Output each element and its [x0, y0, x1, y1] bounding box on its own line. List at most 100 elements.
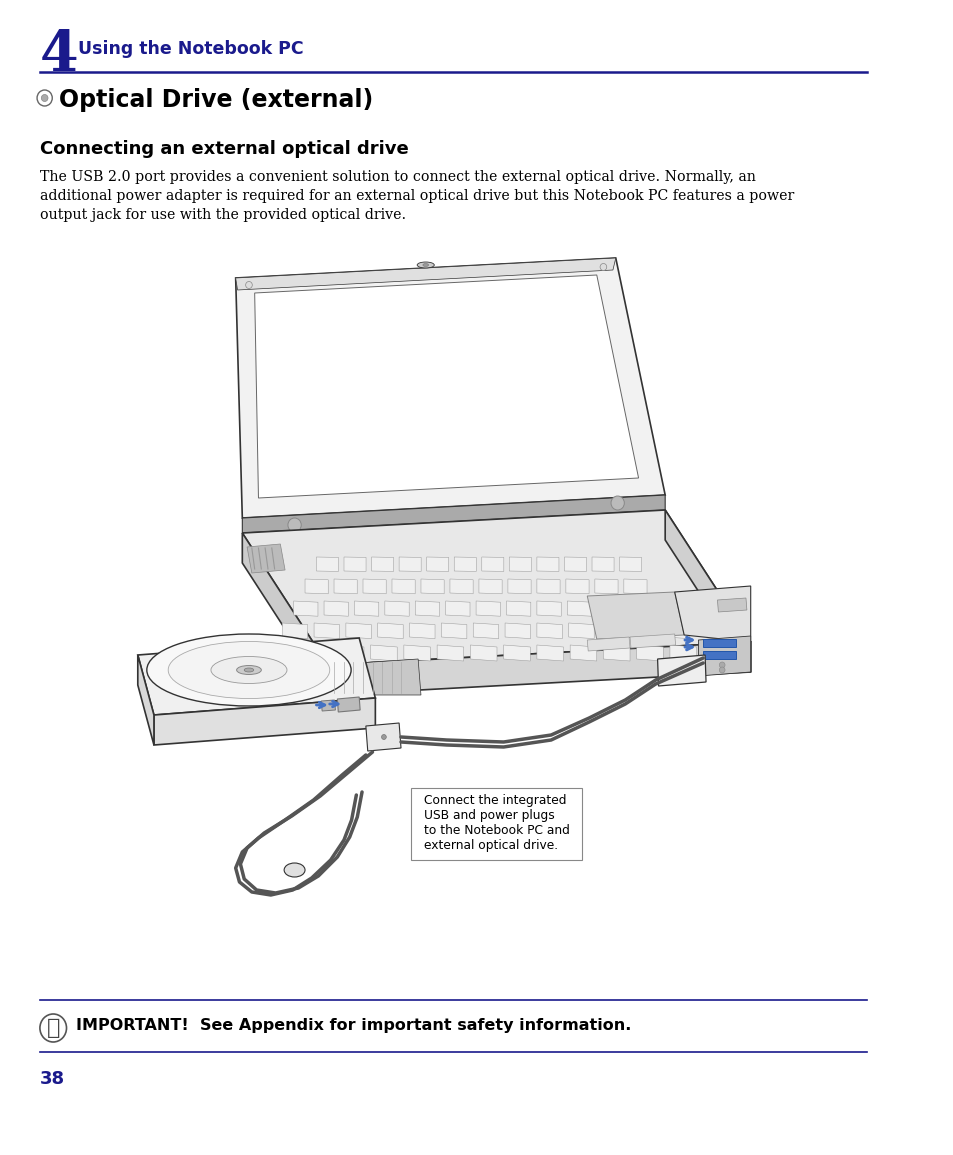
Polygon shape: [377, 623, 403, 639]
Polygon shape: [346, 623, 371, 639]
Polygon shape: [365, 723, 400, 751]
Ellipse shape: [422, 263, 428, 267]
Polygon shape: [370, 644, 396, 661]
FancyBboxPatch shape: [411, 788, 581, 860]
Ellipse shape: [147, 634, 351, 706]
Polygon shape: [337, 644, 363, 661]
Polygon shape: [321, 700, 335, 711]
Polygon shape: [242, 511, 750, 665]
Polygon shape: [473, 623, 498, 639]
Polygon shape: [603, 644, 629, 661]
Ellipse shape: [416, 262, 434, 268]
Polygon shape: [334, 579, 356, 594]
Polygon shape: [509, 557, 531, 572]
Ellipse shape: [284, 863, 305, 877]
Text: Optical Drive (external): Optical Drive (external): [59, 88, 373, 112]
Polygon shape: [664, 511, 750, 672]
Polygon shape: [627, 601, 652, 617]
Polygon shape: [454, 557, 476, 572]
Polygon shape: [504, 623, 530, 639]
Polygon shape: [598, 601, 621, 617]
Polygon shape: [570, 644, 597, 661]
Circle shape: [599, 263, 606, 270]
Text: Connecting an external optical drive: Connecting an external optical drive: [40, 140, 408, 158]
Polygon shape: [426, 557, 448, 572]
FancyBboxPatch shape: [702, 651, 736, 660]
Text: The USB 2.0 port provides a convenient solution to connect the external optical : The USB 2.0 port provides a convenient s…: [40, 170, 755, 184]
Polygon shape: [254, 275, 638, 498]
Polygon shape: [565, 579, 588, 594]
Polygon shape: [337, 696, 360, 711]
Polygon shape: [618, 557, 641, 572]
Polygon shape: [503, 644, 530, 661]
Polygon shape: [363, 579, 386, 594]
Polygon shape: [316, 557, 338, 572]
Polygon shape: [384, 601, 409, 617]
Polygon shape: [398, 557, 420, 572]
Polygon shape: [305, 579, 328, 594]
Polygon shape: [415, 601, 439, 617]
Polygon shape: [235, 258, 664, 517]
Circle shape: [41, 95, 48, 102]
Ellipse shape: [211, 656, 287, 684]
Ellipse shape: [236, 665, 261, 675]
Polygon shape: [663, 623, 689, 639]
Polygon shape: [537, 623, 561, 639]
Text: IMPORTANT!  See Appendix for important safety information.: IMPORTANT! See Appendix for important sa…: [76, 1018, 631, 1033]
Text: additional power adapter is required for an external optical drive but this Note: additional power adapter is required for…: [40, 189, 793, 203]
Polygon shape: [507, 579, 531, 594]
Polygon shape: [600, 623, 625, 639]
Circle shape: [245, 282, 252, 289]
Polygon shape: [328, 642, 750, 695]
Polygon shape: [409, 623, 435, 639]
Text: 38: 38: [40, 1070, 65, 1088]
Circle shape: [719, 666, 724, 673]
Polygon shape: [344, 557, 366, 572]
Polygon shape: [137, 638, 375, 715]
Text: Using the Notebook PC: Using the Notebook PC: [78, 40, 303, 58]
Polygon shape: [328, 660, 420, 695]
Polygon shape: [470, 644, 497, 661]
Polygon shape: [420, 579, 444, 594]
Polygon shape: [623, 579, 646, 594]
Polygon shape: [592, 557, 614, 572]
Polygon shape: [537, 557, 558, 572]
Polygon shape: [282, 623, 308, 639]
Polygon shape: [242, 532, 328, 695]
Polygon shape: [698, 636, 750, 676]
Polygon shape: [445, 601, 470, 617]
Polygon shape: [304, 644, 331, 661]
Text: Connect the integrated
USB and power plugs
to the Notebook PC and
external optic: Connect the integrated USB and power plu…: [423, 793, 569, 852]
Polygon shape: [537, 579, 559, 594]
Polygon shape: [153, 698, 375, 745]
Polygon shape: [658, 601, 682, 617]
Polygon shape: [537, 644, 563, 661]
Polygon shape: [324, 601, 348, 617]
Polygon shape: [481, 557, 503, 572]
Polygon shape: [371, 557, 394, 572]
Polygon shape: [567, 601, 591, 617]
Circle shape: [610, 495, 623, 511]
Polygon shape: [587, 593, 683, 639]
Polygon shape: [271, 644, 297, 661]
Polygon shape: [629, 634, 675, 648]
Ellipse shape: [244, 668, 253, 672]
Circle shape: [288, 517, 301, 532]
Text: 4: 4: [40, 28, 78, 83]
Circle shape: [719, 662, 724, 668]
Polygon shape: [247, 544, 285, 573]
Polygon shape: [632, 623, 658, 639]
Polygon shape: [587, 638, 629, 651]
Polygon shape: [392, 579, 415, 594]
Polygon shape: [403, 644, 430, 661]
Polygon shape: [636, 644, 662, 661]
Polygon shape: [568, 623, 594, 639]
Polygon shape: [355, 601, 378, 617]
Polygon shape: [294, 601, 317, 617]
Text: ✋: ✋: [47, 1018, 60, 1038]
Polygon shape: [242, 495, 664, 532]
Polygon shape: [537, 601, 560, 617]
Polygon shape: [478, 579, 501, 594]
Polygon shape: [235, 258, 615, 290]
Polygon shape: [314, 623, 339, 639]
